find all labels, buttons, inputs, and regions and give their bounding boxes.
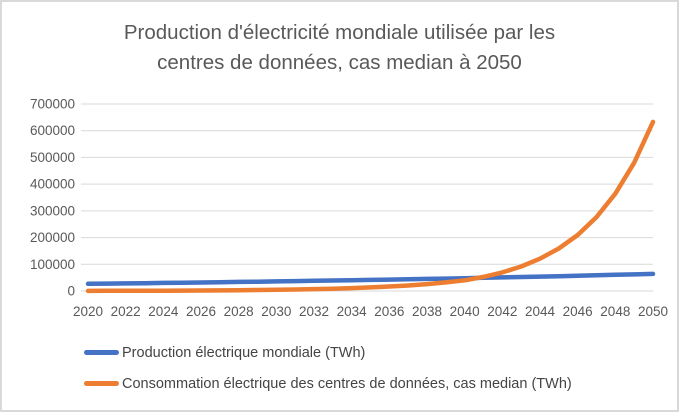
x-axis-tick-label: 2046 (563, 304, 593, 319)
y-axis-tick-label: 300000 (30, 203, 75, 218)
chart-title-line-1: Production d'électricité mondiale utilis… (123, 21, 556, 44)
x-axis-tick-label: 2044 (525, 304, 556, 319)
legend-item-consommation: Consommation électrique des centres de d… (84, 374, 572, 393)
x-axis-tick-label: 2020 (73, 304, 103, 319)
y-axis-tick-label: 600000 (30, 123, 75, 138)
legend-item-production: Production électrique mondiale (TWh) (84, 343, 572, 362)
x-axis-tick-label: 2048 (600, 304, 630, 319)
y-axis-tick-label: 400000 (30, 177, 75, 192)
series-line-consommation (85, 119, 656, 294)
series-line-production (85, 271, 656, 287)
x-axis-tick-label: 2024 (148, 304, 179, 319)
y-axis-tick-label: 100000 (30, 257, 75, 272)
legend-marker-production-line (84, 350, 119, 355)
x-axis-tick-label: 2042 (487, 304, 517, 319)
y-axis-tick-label: 200000 (30, 230, 75, 245)
x-axis-tick-label: 2032 (299, 304, 329, 319)
x-axis-tick-label: 2038 (412, 304, 442, 319)
chart-title-line-2: centres de données, cas median à 2050 (157, 51, 522, 74)
x-axis-tick-label: 2028 (224, 304, 254, 319)
x-axis-tick-label: 2026 (186, 304, 216, 319)
legend-label-consommation: Consommation électrique des centres de d… (122, 375, 572, 392)
legend-label-production: Production électrique mondiale (TWh) (122, 344, 366, 361)
y-axis-tick-label: 700000 (30, 97, 75, 112)
x-axis-tick-label: 2050 (638, 304, 668, 319)
x-axis-tick-label: 2022 (111, 304, 141, 319)
x-axis-tick-label: 2036 (374, 304, 404, 319)
x-axis-tick-label: 2030 (261, 304, 291, 319)
y-axis-tick-label: 0 (67, 284, 75, 299)
legend-marker-consommation-line (84, 381, 119, 386)
y-axis-tick-label: 500000 (30, 150, 75, 165)
chart-legend: Production électrique mondiale (TWh) Con… (84, 343, 572, 405)
chart-title: Production d'électricité mondiale utilis… (2, 18, 677, 78)
x-axis-tick-label: 2034 (337, 304, 368, 319)
x-axis-tick-label: 2040 (450, 304, 480, 319)
